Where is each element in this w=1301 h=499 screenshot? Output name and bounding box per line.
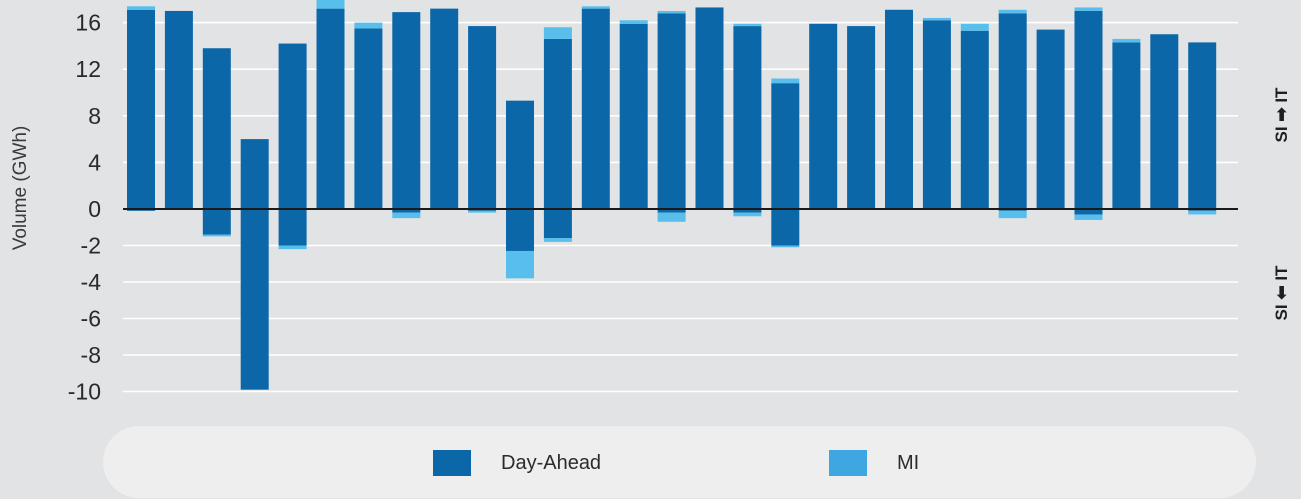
y-axis-title: Volume (GWh) — [10, 126, 31, 251]
legend-swatch-day-ahead — [433, 450, 471, 476]
bar-mi-positive — [960, 23, 989, 31]
bar-mi-positive — [1112, 38, 1141, 43]
bar-day-ahead-positive — [1150, 34, 1179, 209]
y-tick-labels: 16 12 8 4 0 -2 -4 -6 -8 -10 — [68, 10, 101, 405]
y-tick-label: 16 — [75, 10, 101, 36]
gridlines — [123, 21, 1238, 393]
bar-day-ahead-positive — [278, 43, 307, 209]
bar-mi-positive — [127, 6, 155, 10]
y-tick-label: -2 — [81, 233, 101, 259]
bar-day-ahead-negative — [1074, 209, 1103, 215]
y-tick-label: 12 — [75, 56, 101, 82]
bar-mi-negative — [657, 212, 686, 222]
bar-mi-positive — [922, 17, 951, 21]
bar-day-ahead-positive — [316, 8, 345, 210]
bar-day-ahead-negative — [240, 209, 269, 390]
bar-day-ahead-positive — [733, 26, 762, 209]
bar-day-ahead-positive — [998, 13, 1027, 210]
legend-label-mi: MI — [897, 451, 920, 474]
direction-label-it-to-si: SI ⬅ IT — [1272, 265, 1291, 320]
bar-mi-negative — [202, 234, 231, 237]
bar-day-ahead-positive — [164, 10, 193, 210]
bar-mi-positive — [998, 9, 1027, 14]
bar-day-ahead-positive — [847, 26, 876, 209]
bar-day-ahead-positive — [202, 48, 231, 210]
direction-label-si-to-it: SI ➡ IT — [1272, 87, 1291, 142]
y-tick-label: -8 — [81, 342, 101, 368]
bar-day-ahead-positive — [392, 12, 421, 209]
bar-mi-positive — [543, 27, 572, 39]
bar-day-ahead-negative — [392, 209, 421, 213]
bar-day-ahead-positive — [1112, 42, 1141, 209]
bar-day-ahead-positive — [922, 20, 951, 209]
bar-mi-negative — [278, 245, 307, 250]
bar-mi-positive — [316, 0, 345, 9]
bar-mi-negative — [1074, 214, 1103, 220]
bar-mi-positive — [1074, 7, 1103, 11]
bar-mi-positive — [771, 78, 800, 84]
bar-day-ahead-positive — [695, 7, 724, 209]
bar-day-ahead-positive — [960, 30, 989, 209]
bar-mi-positive — [354, 22, 383, 29]
legend: Day-Ahead MI — [103, 426, 1256, 498]
bar-day-ahead-positive — [354, 28, 383, 209]
bar-day-ahead-positive — [885, 9, 913, 209]
legend-label-day-ahead: Day-Ahead — [501, 451, 602, 474]
y-tick-label: -10 — [68, 379, 101, 405]
bar-day-ahead-positive — [619, 23, 648, 209]
bar-day-ahead-negative — [543, 209, 572, 239]
bar-mi-negative — [1188, 210, 1217, 215]
bar-mi-positive — [619, 20, 648, 24]
bar-day-ahead-positive — [809, 23, 838, 209]
y-tick-label: 0 — [88, 196, 101, 222]
bar-mi-positive — [657, 10, 686, 14]
legend-swatch-mi — [829, 450, 867, 476]
bar-mi-negative — [392, 212, 421, 219]
bar-day-ahead-negative — [202, 209, 231, 235]
y-tick-label: 8 — [88, 103, 101, 129]
bar-day-ahead-positive — [771, 83, 800, 209]
bar-mi-negative — [733, 212, 762, 217]
legend-item-day-ahead: Day-Ahead — [433, 450, 601, 476]
bar-mi-positive — [733, 23, 762, 27]
bar-day-ahead-positive — [657, 13, 686, 210]
bar-day-ahead-positive — [468, 26, 497, 209]
bar-day-ahead-negative — [657, 209, 686, 213]
bar-mi-negative — [998, 210, 1027, 219]
bar-mi-negative — [543, 238, 572, 242]
bar-mi-negative — [468, 210, 497, 213]
bar-mi-negative — [506, 250, 534, 279]
y-tick-label: -4 — [81, 269, 102, 295]
bar-day-ahead-positive — [1036, 29, 1065, 210]
bar-day-ahead-negative — [771, 209, 800, 246]
bar-day-ahead-positive — [1074, 10, 1103, 210]
bar-day-ahead-negative — [278, 209, 307, 246]
bar-day-ahead-negative — [506, 209, 534, 251]
y-tick-label: -6 — [81, 306, 101, 332]
bar-day-ahead-positive — [1188, 42, 1217, 209]
bar-mi-positive — [581, 6, 610, 9]
bar-day-ahead-positive — [127, 9, 155, 209]
bar-day-ahead-positive — [543, 38, 572, 209]
bar-day-ahead-negative — [733, 209, 762, 213]
bar-day-ahead-positive — [506, 100, 534, 209]
bars — [127, 0, 1217, 390]
bar-day-ahead-positive — [430, 8, 459, 210]
y-tick-label: 4 — [88, 149, 101, 175]
bar-day-ahead-positive — [240, 139, 269, 209]
legend-item-mi: MI — [829, 450, 919, 476]
bar-day-ahead-positive — [581, 8, 610, 210]
bar-mi-negative — [771, 245, 800, 248]
